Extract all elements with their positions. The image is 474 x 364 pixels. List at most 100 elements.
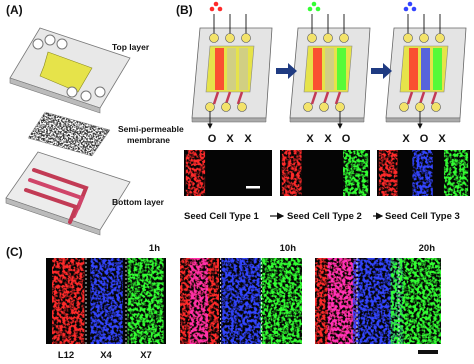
reagent-dot [407,1,413,7]
chip-edge [385,117,461,123]
inlet-port [225,33,235,43]
micrograph [315,258,441,344]
cell-band [390,258,441,344]
cell-band [185,150,206,196]
outlet-label: X [306,133,314,145]
outlet-label: X [324,133,332,145]
reagent-dot [403,6,409,12]
outlet-channel [406,91,414,105]
timecourse-images: 1h 10h 20h L12 X4 X7 [46,243,441,361]
chip-channel [337,48,346,90]
inlet-port [209,33,219,43]
micrograph [46,258,166,344]
channel-label: X4 [100,350,112,361]
inlet-port [307,33,317,43]
panel-label: (A) [6,3,23,17]
inlet-port [419,33,429,43]
outlet-port [303,102,313,112]
outlet-port [319,102,329,112]
outlet-channel [334,91,342,105]
micrograph [184,150,272,196]
cell-band [260,258,302,344]
outlet-label: X [438,133,446,145]
channel-label: L12 [58,350,74,361]
top-layer-label: Top layer [112,42,150,52]
outlet-port [221,102,231,112]
flow-arrows [276,63,392,79]
step-label: Seed Cell Type 2 [287,211,362,222]
cell-band [281,150,302,196]
chip-edge [191,117,267,123]
chip-channel [215,48,224,90]
time-label: 10h [280,243,297,254]
step-label: Seed Cell Type 3 [385,211,460,222]
micrograph [280,150,370,196]
membrane [27,111,111,157]
outlet-port [431,102,441,112]
outlet-label: X [402,133,410,145]
outlet-label: X [226,133,234,145]
chip [385,1,467,129]
inlet-port [339,33,349,43]
outlet-channel [322,91,330,105]
chip-channel [421,48,430,90]
cell-band [443,150,469,196]
outlet-label: O [342,133,351,145]
membrane-label: membrane [127,135,170,145]
cell-band [343,150,369,196]
cell-band [221,258,262,344]
reagent-dot [311,1,317,7]
chip-channel [239,48,248,90]
reagent-dot [315,6,321,12]
scale-bar [418,350,438,354]
outlet-port [205,102,215,112]
outlet-port [335,102,345,112]
cell-band [52,258,85,344]
seeding-images [184,150,470,196]
reagent-dot [307,6,313,12]
outlet-label: O [208,133,217,145]
reagent-dot [217,6,223,12]
step-label: Seed Cell Type 1 [184,211,260,222]
outlet-channel [236,91,244,105]
outlet-channel [212,91,220,105]
cell-band [189,258,209,344]
chip-channel [325,48,334,90]
chip-channel [313,48,322,90]
reagent-dot [411,6,417,12]
outlet-channel [224,91,232,105]
inlet-port [435,33,445,43]
membrane-label: Semi-permeable [118,124,184,134]
chip-channel [227,48,236,90]
top-layer-plate [9,27,131,114]
inlet-port [241,33,251,43]
outlet-label: X [244,133,252,145]
micrograph [180,258,302,344]
cell-band [90,258,123,344]
outlet-channel [430,91,438,105]
outlet-channel [310,91,318,105]
reagent-dot [213,1,219,7]
cell-band [127,258,164,344]
outlet-port [415,102,425,112]
outlet-port [399,102,409,112]
panel-label: (C) [6,245,23,259]
outlet-label: O [420,133,429,145]
outlet-port [237,102,247,112]
chip-channel [433,48,442,90]
bottom-layer-label: Bottom layer [112,197,165,207]
cell-band [327,258,356,344]
channel-label: X7 [140,350,152,361]
micrograph [377,150,470,196]
chip-channel [409,48,418,90]
inlet-port [323,33,333,43]
seeding-steps: Seed Cell Type 1 Seed Cell Type 2 Seed Cel… [184,211,460,222]
chip [191,1,273,129]
chip-edge [289,117,365,123]
cell-band [412,150,433,196]
outlet-channel [418,91,426,105]
chip [289,1,371,129]
time-label: 1h [149,243,160,254]
